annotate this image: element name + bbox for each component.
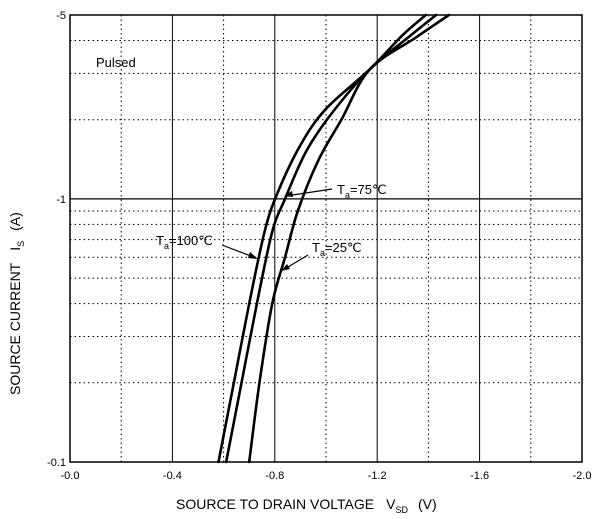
label-ta-75-text: Ta=75℃ (337, 182, 387, 200)
y-axis-title: SOURCE CURRENTIS(A) (7, 212, 26, 395)
label-ta-25-text: Ta=25℃ (312, 240, 362, 258)
pulsed-note: Pulsed (96, 55, 136, 70)
y-tick-label: -5 (56, 10, 66, 22)
y-tick-label: -0.1 (47, 457, 66, 469)
x-tick-label: -1.2 (368, 470, 387, 482)
label-ta-100: Ta=100℃ (156, 233, 258, 259)
tick-labels: -0.0 -0.4 -0.8 -1.2 -1.6 -2.0 -0.1 -1 -5 (47, 10, 591, 482)
label-ta-100-arrowhead (248, 252, 258, 259)
x-tick-label: -2.0 (573, 470, 592, 482)
curve-ta-100 (217, 13, 428, 464)
grid (70, 15, 582, 462)
label-ta-100-text: Ta=100℃ (156, 233, 213, 251)
x-tick-label: -0.4 (163, 470, 182, 482)
y-tick-label: -1 (56, 194, 66, 206)
label-ta-25-arrowhead (281, 264, 290, 271)
label-ta-75-pointer (285, 188, 333, 197)
curve-ta-25 (247, 13, 451, 464)
plot-frame (69, 14, 583, 463)
x-axis-title: SOURCE TO DRAIN VOLTAGE VSD (V) (176, 496, 437, 515)
label-ta-25: Ta=25℃ (281, 240, 362, 271)
label-ta-75-arrowhead (284, 191, 293, 197)
x-tick-label: -0.8 (265, 470, 284, 482)
plot-area (70, 15, 582, 462)
curves (217, 13, 451, 464)
x-tick-label: -0.0 (61, 470, 80, 482)
label-ta-75: Ta=75℃ (284, 182, 387, 200)
x-tick-label: -1.6 (470, 470, 489, 482)
